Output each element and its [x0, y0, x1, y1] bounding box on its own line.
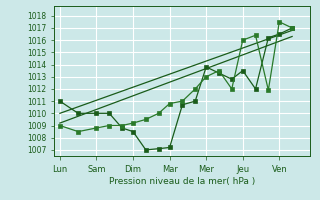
X-axis label: Pression niveau de la mer( hPa ): Pression niveau de la mer( hPa )	[109, 177, 256, 186]
